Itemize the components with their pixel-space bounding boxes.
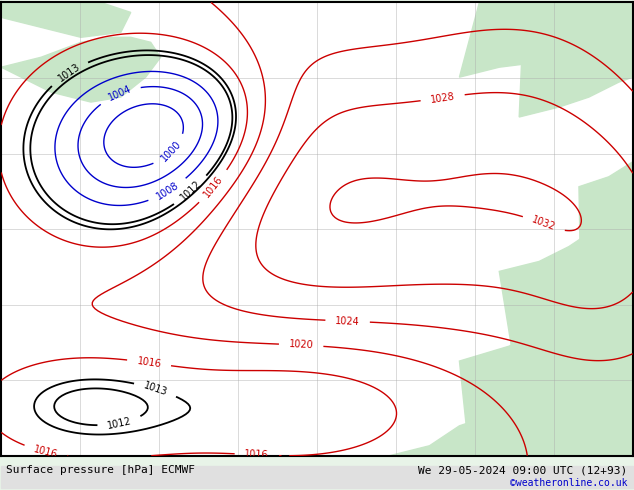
Polygon shape	[460, 267, 633, 456]
Text: ©weatheronline.co.uk: ©weatheronline.co.uk	[510, 478, 628, 488]
Text: 1012: 1012	[179, 179, 204, 203]
Polygon shape	[519, 2, 633, 117]
Polygon shape	[460, 2, 633, 77]
Text: 1004: 1004	[107, 84, 133, 103]
Text: 1020: 1020	[288, 340, 314, 351]
Text: 1016: 1016	[32, 444, 59, 460]
Polygon shape	[499, 207, 633, 456]
Text: 1028: 1028	[430, 91, 456, 104]
Text: 1016: 1016	[136, 356, 162, 369]
Text: 1013: 1013	[56, 62, 82, 84]
Text: 1008: 1008	[155, 180, 181, 202]
Polygon shape	[1, 37, 160, 102]
Text: 1016: 1016	[202, 174, 225, 199]
Polygon shape	[579, 162, 633, 456]
Bar	[1, 466, 633, 488]
Polygon shape	[1, 2, 131, 37]
Text: 1012: 1012	[107, 416, 133, 431]
Text: Surface pressure [hPa] ECMWF: Surface pressure [hPa] ECMWF	[6, 466, 195, 475]
Text: 1032: 1032	[531, 215, 557, 233]
Text: 1024: 1024	[335, 316, 360, 327]
Text: 1000: 1000	[159, 139, 183, 164]
Text: 1016: 1016	[244, 449, 269, 461]
Text: 1013: 1013	[142, 380, 169, 398]
Polygon shape	[569, 426, 633, 456]
Polygon shape	[390, 306, 633, 456]
Text: We 29-05-2024 09:00 UTC (12+93): We 29-05-2024 09:00 UTC (12+93)	[418, 466, 628, 475]
